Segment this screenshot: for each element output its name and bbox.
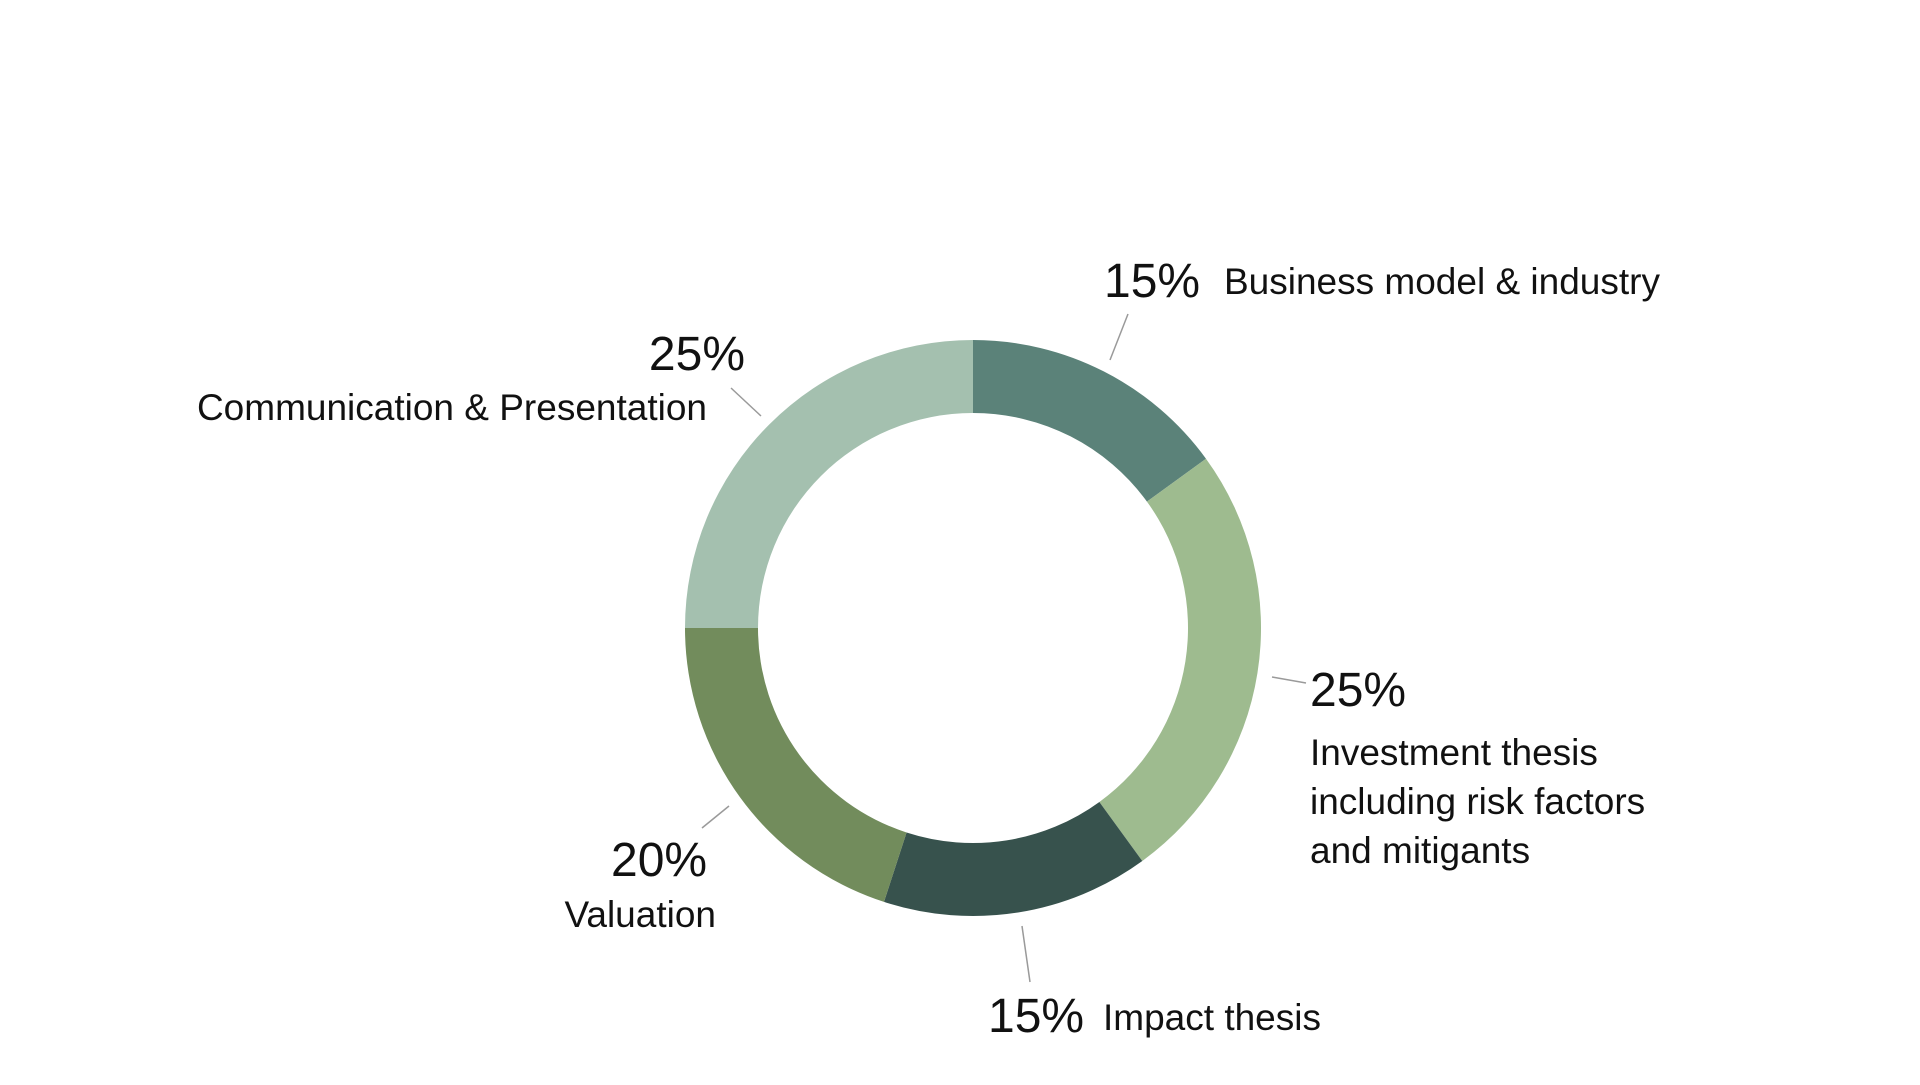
leader-lines-layer [701, 313, 1307, 983]
leader-line-impact-thesis [1021, 925, 1031, 983]
labels-layer: 15% Business model & industry 25% Investmen… [197, 255, 1661, 1043]
category-label-business-model-and-industry: Business model & industry [1224, 261, 1660, 302]
category-label-valuation: Valuation [564, 894, 716, 935]
category-label-line: and mitigants [1310, 830, 1530, 871]
value-label-business-model-and-industry: 15% [1104, 255, 1200, 308]
category-label-impact-thesis: Impact thesis [1103, 997, 1321, 1038]
category-label-line: Investment thesis [1310, 732, 1598, 773]
value-label-valuation: 20% [611, 834, 707, 887]
leader-line-business-model-and-industry [1109, 313, 1129, 361]
slices-layer [685, 340, 1261, 916]
slice-communication-and-presentation [685, 340, 973, 628]
category-label-line: Impact thesis [1103, 997, 1321, 1038]
leader-line-communication-and-presentation [730, 387, 762, 417]
value-label-impact-thesis: 15% [988, 990, 1084, 1043]
category-label-line: Valuation [564, 894, 716, 935]
slice-investment-thesis-including-risk-factors-and-mitigants [1099, 458, 1261, 861]
slice-business-model-and-industry [973, 340, 1206, 502]
slice-impact-thesis [884, 801, 1143, 916]
category-label-line: Business model & industry [1224, 261, 1660, 302]
category-label-investment-thesis-including-risk-factors-and-mitigants: Investment thesis including risk factors a… [1310, 732, 1645, 871]
category-label-communication-and-presentation: Communication & Presentation [197, 387, 707, 428]
category-label-line: Communication & Presentation [197, 387, 707, 428]
leader-line-investment-thesis-including-risk-factors-and-mitigants [1271, 676, 1307, 684]
value-label-communication-and-presentation: 25% [649, 328, 745, 381]
category-label-line: including risk factors [1310, 781, 1645, 822]
value-label-investment-thesis-including-risk-factors-and-mitigants: 25% [1310, 664, 1406, 717]
slice-valuation [685, 628, 907, 902]
leader-line-valuation [701, 805, 730, 829]
